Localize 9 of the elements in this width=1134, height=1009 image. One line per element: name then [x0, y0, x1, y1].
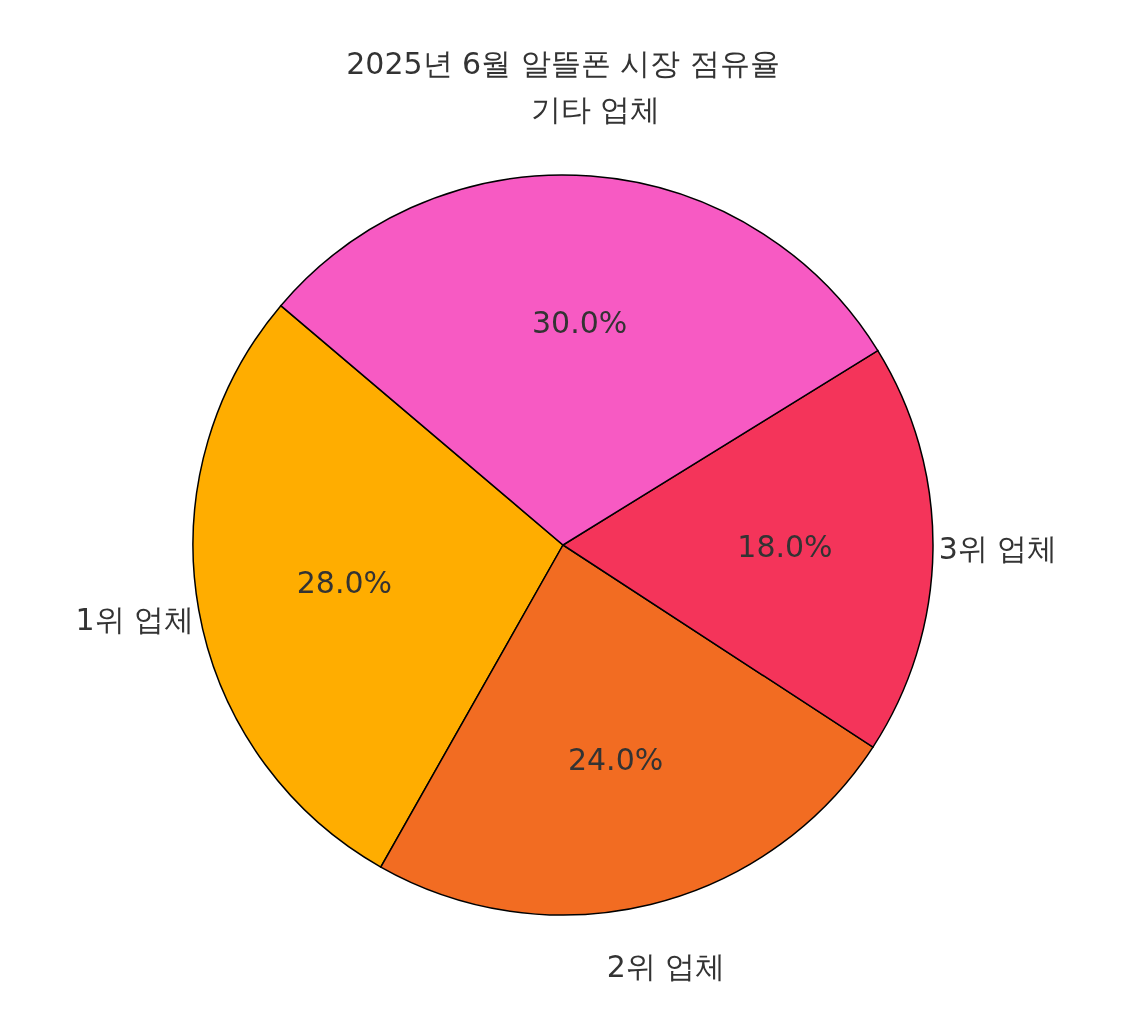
slice-label: 2위 업체 [606, 948, 726, 984]
slice-label: 1위 업체 [75, 602, 195, 638]
data-label: 30.0% [531, 304, 628, 340]
data-label: 18.0% [737, 528, 833, 564]
chart-title: 2025년 6월 알뜰폰 시장 점유율 [346, 46, 780, 81]
data-label: 24.0% [567, 741, 664, 777]
slice-label: 기타 업체 [530, 92, 661, 128]
data-label: 28.0% [296, 564, 393, 600]
slice-label: 3위 업체 [938, 531, 1058, 567]
